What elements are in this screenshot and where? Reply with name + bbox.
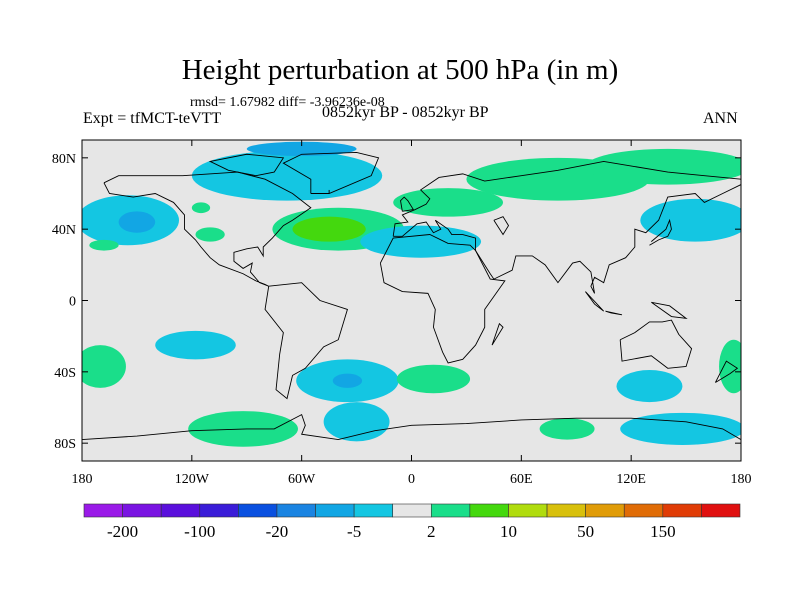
anomaly-region — [360, 225, 482, 258]
chart-title: Height perturbation at 500 hPa (in m) — [181, 54, 619, 86]
anomaly-region — [89, 239, 119, 251]
anomaly-region — [539, 418, 595, 440]
x-tick-label: 120W — [175, 472, 210, 487]
anomaly-region — [396, 364, 471, 394]
coastline — [400, 196, 415, 212]
anomaly-region — [292, 216, 366, 242]
coastline — [282, 152, 380, 194]
coastline — [649, 218, 672, 246]
colorbar-label: 50 — [577, 522, 594, 541]
colorbar-box — [392, 503, 432, 518]
anomaly-region — [195, 227, 225, 242]
colorbar-box — [238, 503, 278, 518]
y-tick-label: 80S — [54, 437, 76, 452]
colorbar-label: 10 — [500, 522, 517, 541]
colorbar-box — [546, 503, 586, 518]
period-label: 0852kyr BP - 0852kyr BP — [322, 104, 489, 121]
colorbar-box — [276, 503, 316, 518]
colorbar-box — [160, 503, 201, 518]
x-tick-label: 0 — [408, 472, 415, 487]
coastline — [208, 153, 285, 177]
coastline — [493, 216, 510, 236]
colorbar-box — [83, 503, 123, 518]
anomaly-region — [585, 148, 741, 185]
experiment-label: Expt = tfMCT-teVTT — [83, 110, 222, 127]
colorbar-label: -20 — [266, 522, 289, 541]
coastline — [379, 234, 506, 364]
coastline — [392, 160, 741, 294]
coastline — [619, 319, 693, 369]
anomaly-region — [246, 141, 357, 157]
coastline — [82, 413, 741, 441]
anomaly-region — [393, 188, 504, 217]
colorbar-box — [469, 503, 509, 518]
anomaly-region — [616, 370, 683, 403]
colorbar-box — [662, 503, 702, 518]
anomaly-region — [155, 330, 236, 360]
coastline — [714, 360, 739, 383]
colorbar-box — [701, 503, 741, 518]
x-tick-label: 60E — [510, 472, 533, 487]
y-tick-label: 40S — [54, 366, 76, 381]
colorbar-label: -5 — [347, 522, 361, 541]
colorbar-box — [430, 503, 471, 518]
axis-ticks: 180 120W 60W 0 60E 120E 180 80N 40N 0 40S 80S — [52, 140, 752, 487]
colorbar-box — [199, 503, 239, 518]
colorbar-box — [585, 503, 625, 518]
x-tick-label: 180 — [731, 472, 752, 487]
stats-label: rmsd= 1.67982 diff= -3.96236e-08 — [190, 95, 385, 110]
colorbar: -200 -100 -20 -5 2 10 50 150 — [83, 503, 741, 541]
colorbar-box — [623, 503, 664, 518]
anomaly-region — [191, 150, 383, 201]
anomaly-region — [191, 202, 211, 214]
coastline — [491, 322, 504, 346]
anomaly-region — [118, 211, 156, 233]
colorbar-label: 2 — [427, 522, 436, 541]
anomaly-region — [640, 198, 741, 242]
colorbar-box — [508, 503, 548, 518]
colorbar-label: 150 — [650, 522, 676, 541]
x-tick-label: 180 — [72, 472, 93, 487]
anomaly-region — [332, 373, 363, 388]
anomaly-region — [719, 339, 741, 394]
x-tick-label: 120E — [616, 472, 646, 487]
colorbar-box — [122, 503, 162, 518]
coastline — [651, 301, 688, 319]
coastline — [103, 171, 312, 287]
colorbar-box — [315, 503, 355, 518]
colorbar-label: -100 — [184, 522, 215, 541]
anomaly-region — [82, 345, 126, 388]
x-tick-label: 60W — [288, 472, 316, 487]
y-tick-label: 80N — [52, 152, 76, 167]
colorbar-label: -200 — [107, 522, 138, 541]
coastline — [264, 282, 348, 400]
coastlines — [82, 152, 741, 441]
coastline — [605, 310, 623, 316]
season-label: ANN — [703, 110, 738, 127]
coastline — [585, 291, 605, 312]
y-tick-label: 0 — [69, 295, 76, 310]
y-tick-label: 40N — [52, 223, 76, 238]
colorbar-box — [353, 503, 394, 518]
map-background — [82, 140, 741, 461]
anomaly-region — [620, 412, 741, 445]
